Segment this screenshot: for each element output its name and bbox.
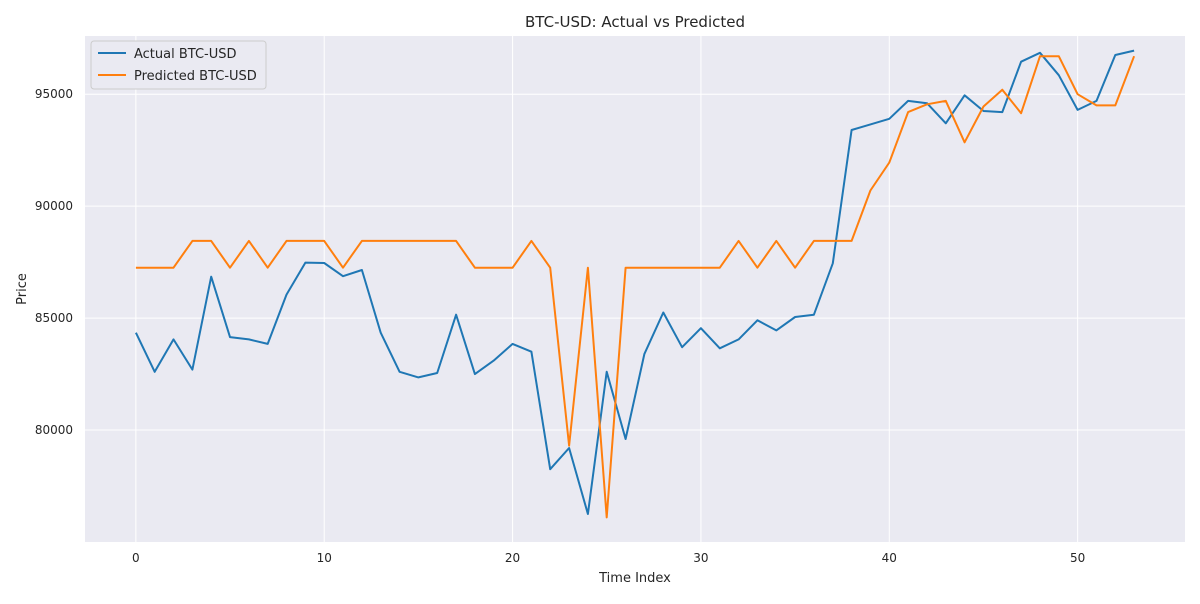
series-line-actual [134,49,1135,515]
plot-area [85,36,1185,542]
x-tick-label: 40 [882,551,897,565]
legend: Actual BTC-USD Predicted BTC-USD [90,40,267,90]
chart-title: BTC-USD: Actual vs Predicted [525,13,745,31]
axis-ticks: 0 10 20 30 40 50 80000 85000 90000 95000 [35,87,1085,565]
x-tick-label: 0 [132,551,140,565]
x-tick-label: 50 [1070,551,1085,565]
x-tick-label: 30 [693,551,708,565]
x-axis-label: Time Index [598,571,671,586]
series-lines [134,49,1136,519]
x-tick-label: 10 [317,551,332,565]
y-tick-label: 90000 [35,199,73,213]
legend-label-actual: Actual BTC-USD [134,47,237,62]
grid-lines [85,36,1185,542]
y-axis-label: Price [15,273,30,305]
series-line-predicted [135,55,1136,519]
legend-label-predicted: Predicted BTC-USD [134,69,257,84]
y-tick-label: 80000 [35,423,73,437]
x-tick-label: 20 [505,551,520,565]
y-tick-label: 85000 [35,311,73,325]
legend-box [90,40,267,90]
y-tick-label: 95000 [35,87,73,101]
